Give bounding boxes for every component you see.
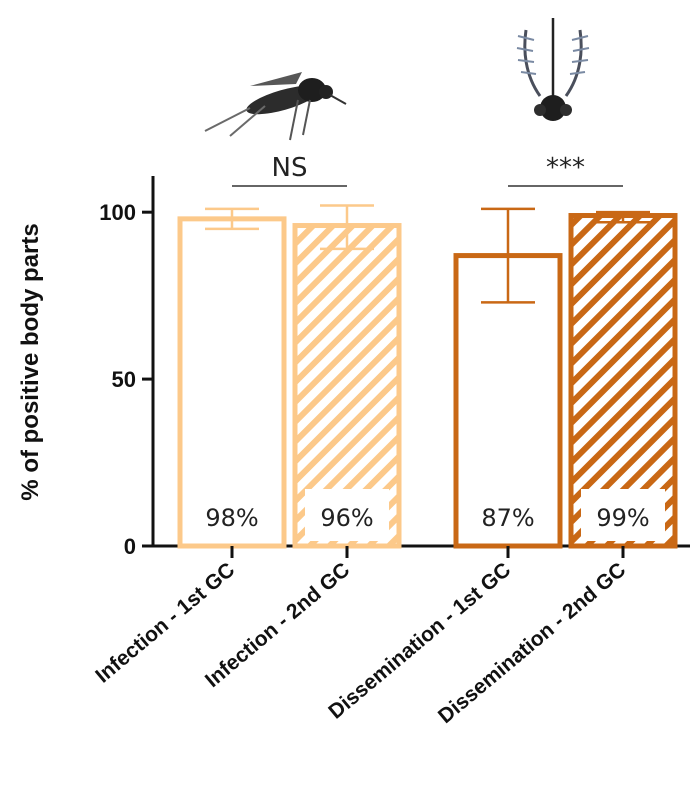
data-label-3: 87% [481,504,534,532]
error-bar-4 [596,210,650,224]
mosquito-head-icon [516,18,590,121]
error-bar-1 [205,207,259,231]
data-label-2: 96% [320,504,373,532]
error-bar-3 [481,207,535,304]
data-label-background [581,489,665,541]
y-tick-label: 50 [112,367,136,392]
y-tick-label: 100 [99,200,136,225]
data-label-background [305,489,389,541]
category-label-4: Dissemination - 2nd GC [434,558,630,728]
error-bar-2 [320,204,374,251]
category-label-3: Dissemination - 1st GC [324,558,515,723]
mosquito-icon [204,72,347,141]
bar-1 [177,216,287,549]
data-label-4: 99% [596,504,649,532]
significance-label: NS [272,153,308,183]
significance-label: *** [546,153,585,183]
data-label-1: 98% [205,504,258,532]
y-axis-title: % of positive body parts [17,223,44,500]
bar-3 [453,253,563,549]
y-tick-label: 0 [124,534,136,559]
